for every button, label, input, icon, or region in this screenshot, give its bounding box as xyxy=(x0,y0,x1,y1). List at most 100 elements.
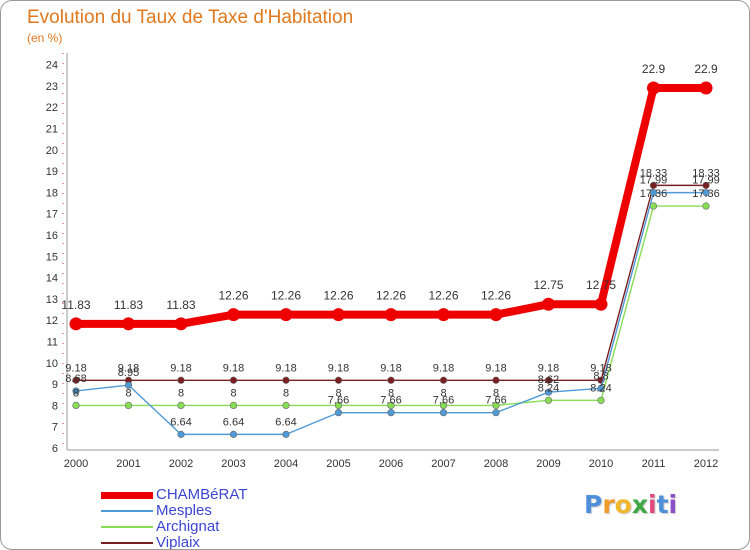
data-point xyxy=(177,430,185,438)
data-label: 8 xyxy=(493,387,499,399)
legend-label: CHAMBéRAT xyxy=(156,486,248,503)
data-label: 17.99 xyxy=(640,175,668,187)
y-tick-label: 7 xyxy=(52,422,58,434)
data-label: 22.9 xyxy=(694,62,718,76)
y-tick-label: 19 xyxy=(46,166,58,178)
legend-swatch xyxy=(101,526,153,528)
y-tick-label: 21 xyxy=(46,124,58,136)
data-label: 8.62 xyxy=(538,374,559,386)
data-point xyxy=(542,297,555,311)
data-point xyxy=(72,387,80,395)
data-point xyxy=(439,401,448,410)
y-tick-label: 20 xyxy=(46,145,58,157)
y-tick-label: 14 xyxy=(46,273,58,285)
data-point xyxy=(229,401,238,410)
data-label: 9.18 xyxy=(118,362,139,374)
data-label: 8 xyxy=(283,387,289,399)
x-tick-label: 2009 xyxy=(536,458,560,470)
legend-label: Mesples xyxy=(156,502,212,519)
data-point xyxy=(72,376,80,384)
data-label: 8.24 xyxy=(538,382,559,394)
data-label: 8.95 xyxy=(118,367,139,379)
y-tick-label: 18 xyxy=(46,187,58,199)
data-point xyxy=(227,308,240,322)
data-point xyxy=(702,181,710,189)
y-tick-label: 16 xyxy=(46,230,58,242)
logo-letter: P xyxy=(584,490,603,519)
data-label: 12.75 xyxy=(533,278,563,292)
data-point xyxy=(282,401,290,410)
data-point xyxy=(72,401,80,410)
data-label: 6.64 xyxy=(275,416,296,428)
data-label: 17.36 xyxy=(692,188,720,200)
data-label: 9.18 xyxy=(380,362,401,374)
data-point xyxy=(439,409,448,417)
data-label: 9.18 xyxy=(275,362,296,374)
data-point xyxy=(229,376,238,384)
data-label: 11.83 xyxy=(166,298,195,312)
x-tick-label: 2012 xyxy=(694,458,718,470)
y-tick-label: 8 xyxy=(52,400,58,412)
data-point xyxy=(544,396,553,404)
data-label: 18.33 xyxy=(692,167,720,179)
data-point xyxy=(334,401,343,410)
data-point xyxy=(544,388,553,396)
data-point xyxy=(384,308,398,322)
y-tick-label: 17 xyxy=(46,209,58,221)
y-tick-label: 6 xyxy=(52,443,58,455)
x-tick-label: 2000 xyxy=(64,458,88,470)
proxiti-logo[interactable]: Proxiti xyxy=(584,490,688,524)
data-point xyxy=(439,376,448,384)
data-point xyxy=(282,376,290,384)
data-point xyxy=(387,401,395,410)
data-label: 9.18 xyxy=(590,362,611,374)
logo-letter: i xyxy=(648,490,657,519)
data-label: 8 xyxy=(440,387,446,399)
data-label: 17.99 xyxy=(692,175,720,187)
data-point xyxy=(492,376,500,384)
data-label: 8 xyxy=(230,387,236,399)
data-point xyxy=(124,401,133,410)
data-point xyxy=(387,409,395,417)
x-tick-label: 2010 xyxy=(589,458,613,470)
data-point xyxy=(492,409,500,417)
data-label: 22.9 xyxy=(642,62,666,76)
data-label: 8 xyxy=(178,387,184,399)
x-tick-label: 2003 xyxy=(221,458,245,470)
data-point xyxy=(69,317,83,331)
y-tick-label: 10 xyxy=(46,358,58,370)
data-label: 8 xyxy=(73,387,79,399)
data-label: 9.18 xyxy=(65,362,86,374)
x-tick-label: 2004 xyxy=(274,458,298,470)
data-point xyxy=(699,81,713,95)
logo-letter: x xyxy=(631,490,648,519)
data-label: 9.18 xyxy=(538,362,559,374)
data-label: 8.68 xyxy=(65,373,86,385)
data-point xyxy=(332,308,345,322)
x-tick-label: 2005 xyxy=(326,458,350,470)
data-point xyxy=(282,430,290,438)
data-label: 18.33 xyxy=(640,167,668,179)
x-tick-label: 2002 xyxy=(169,458,193,470)
data-label: 17.36 xyxy=(640,188,668,200)
data-point xyxy=(387,376,395,384)
legend-swatch xyxy=(101,510,153,512)
data-label: 7.66 xyxy=(328,395,349,407)
data-point xyxy=(649,189,658,197)
y-tick-label: 24 xyxy=(46,60,58,72)
data-point xyxy=(177,401,185,410)
x-tick-label: 2011 xyxy=(642,458,666,470)
x-tick-label: 2001 xyxy=(116,458,140,470)
chart-subtitle: (en %) xyxy=(27,31,63,45)
data-label: 11.83 xyxy=(61,298,90,312)
y-tick-label: 23 xyxy=(46,81,58,93)
data-label: 6.64 xyxy=(170,416,191,428)
y-tick-label: 9 xyxy=(52,379,58,391)
data-point xyxy=(594,297,608,311)
y-tick-label: 22 xyxy=(46,102,58,114)
data-point xyxy=(597,396,605,404)
data-label: 12.26 xyxy=(481,289,511,303)
y-tick-label: 15 xyxy=(46,251,58,263)
data-label: 8 xyxy=(335,387,341,399)
